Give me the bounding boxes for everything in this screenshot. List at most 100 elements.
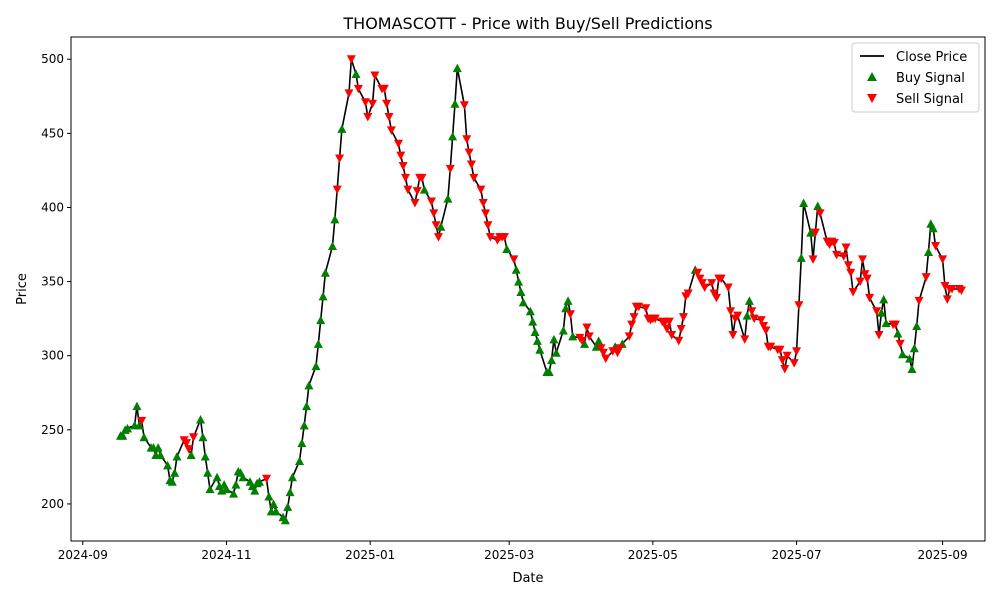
sell-signal-marker xyxy=(431,221,441,230)
sell-signal-marker xyxy=(464,148,474,158)
sell-signal-marker xyxy=(810,228,820,238)
legend: Close Price Buy Signal Sell Signal xyxy=(851,42,980,113)
buy-signal-marker xyxy=(167,477,177,486)
buy-signal-marker xyxy=(806,228,816,237)
sell-signal-marker xyxy=(674,336,684,346)
sell-signal-marker xyxy=(855,277,865,287)
legend-buy-marker xyxy=(867,72,877,81)
buy-signal-marker xyxy=(212,472,222,482)
sell-signal-marker xyxy=(860,270,870,279)
buy-signal-marker xyxy=(200,452,210,461)
sell-signal-marker xyxy=(401,173,411,183)
sell-signal-marker xyxy=(582,323,592,333)
sell-signal-marker xyxy=(615,344,625,353)
buy-signal-marker xyxy=(909,343,919,353)
sell-signal-marker xyxy=(346,55,356,64)
buy-signal-marker xyxy=(229,489,239,498)
sell-signal-marker xyxy=(262,474,272,484)
buy-signal-marker xyxy=(198,432,208,442)
buy-signal-marker xyxy=(879,294,889,304)
sell-signal-marker xyxy=(895,339,905,349)
x-tick-label: 2024-11 xyxy=(201,548,251,562)
buy-signal-marker xyxy=(139,432,149,442)
buy-signal-marker xyxy=(250,486,260,495)
buy-signal-marker xyxy=(156,450,166,460)
legend-label-buy: Buy Signal xyxy=(896,71,965,86)
sell-signal-marker xyxy=(695,274,705,284)
x-tick-label: 2025-09 xyxy=(918,548,968,562)
sell-signal-marker xyxy=(363,113,373,122)
buy-signal-marker xyxy=(568,331,578,341)
sell-signal-marker xyxy=(914,296,924,306)
sell-signal-marker xyxy=(693,268,703,278)
sell-signal-marker xyxy=(815,209,825,218)
buy-signal-marker xyxy=(205,484,215,494)
legend-sell-marker xyxy=(867,94,877,103)
sell-signal-marker xyxy=(707,279,717,288)
buy-signal-marker xyxy=(893,328,903,338)
sell-signal-marker xyxy=(344,89,354,98)
sell-signal-marker xyxy=(332,185,342,195)
buy-signal-marker xyxy=(280,515,290,525)
buy-signal-marker xyxy=(525,306,535,316)
buy-signal-marker xyxy=(544,367,554,377)
y-tick-label: 200 xyxy=(41,497,64,511)
sell-signal-marker xyxy=(462,135,472,144)
sell-signal-marker xyxy=(716,274,726,284)
sell-signal-marker xyxy=(862,274,872,284)
buy-signal-marker xyxy=(450,99,460,108)
buy-signal-marker xyxy=(283,502,293,511)
buy-signal-marker xyxy=(153,443,163,452)
buy-signal-marker xyxy=(269,499,279,508)
x-axis-label: Date xyxy=(512,571,543,586)
sell-signal-marker xyxy=(775,345,785,355)
sell-signal-marker xyxy=(749,314,759,324)
buy-signal-marker xyxy=(594,336,604,345)
buy-signal-marker xyxy=(912,321,922,331)
buy-signal-marker xyxy=(118,431,128,440)
sell-signal-marker xyxy=(485,233,495,242)
buy-signal-marker xyxy=(330,214,340,224)
sell-signal-marker xyxy=(841,243,851,252)
sell-signal-marker xyxy=(433,233,443,242)
sell-signal-marker xyxy=(629,313,639,322)
buy-signal-marker xyxy=(511,265,521,274)
buy-signal-marker xyxy=(337,124,347,133)
sell-signal-marker xyxy=(761,326,771,336)
buy-signal-marker xyxy=(132,401,142,411)
buy-signal-marker xyxy=(295,456,304,465)
sell-signal-marker xyxy=(792,347,802,356)
sell-signal-marker xyxy=(789,359,799,368)
sell-signal-marker xyxy=(940,282,950,291)
sell-signal-marker xyxy=(780,365,790,374)
sell-signal-marker xyxy=(829,239,839,248)
buy-signal-marker xyxy=(304,380,314,390)
sell-signal-marker xyxy=(858,255,868,264)
sell-signal-marker xyxy=(386,126,396,135)
buy-signal-marker xyxy=(516,287,526,296)
sell-signal-marker xyxy=(709,289,719,298)
buy-signal-marker xyxy=(580,339,590,348)
buy-signal-marker xyxy=(123,423,133,433)
sell-signal-marker xyxy=(756,316,766,325)
sell-signal-marker xyxy=(697,279,707,288)
sell-signal-marker xyxy=(598,348,608,358)
sell-signal-marker xyxy=(184,445,194,454)
y-tick-label: 300 xyxy=(41,349,64,363)
buy-signal-marker xyxy=(744,296,754,305)
sell-signal-marker xyxy=(846,268,856,278)
sell-signal-marker xyxy=(938,255,948,264)
sell-signal-marker xyxy=(181,439,191,448)
sell-signal-marker xyxy=(777,356,787,365)
sell-signal-marker xyxy=(353,84,363,94)
sell-signal-marker xyxy=(740,335,750,344)
chart-title: THOMASCOTT - Price with Buy/Sell Predict… xyxy=(342,14,712,33)
buy-signal-marker xyxy=(238,472,248,482)
buy-signal-marker xyxy=(163,460,173,470)
y-tick-label: 400 xyxy=(41,200,64,214)
sell-signal-marker xyxy=(839,252,849,261)
buy-signal-marker xyxy=(351,69,361,79)
y-tick-label: 250 xyxy=(41,423,64,437)
sell-signal-marker xyxy=(478,199,488,208)
sell-signal-marker xyxy=(759,322,769,331)
